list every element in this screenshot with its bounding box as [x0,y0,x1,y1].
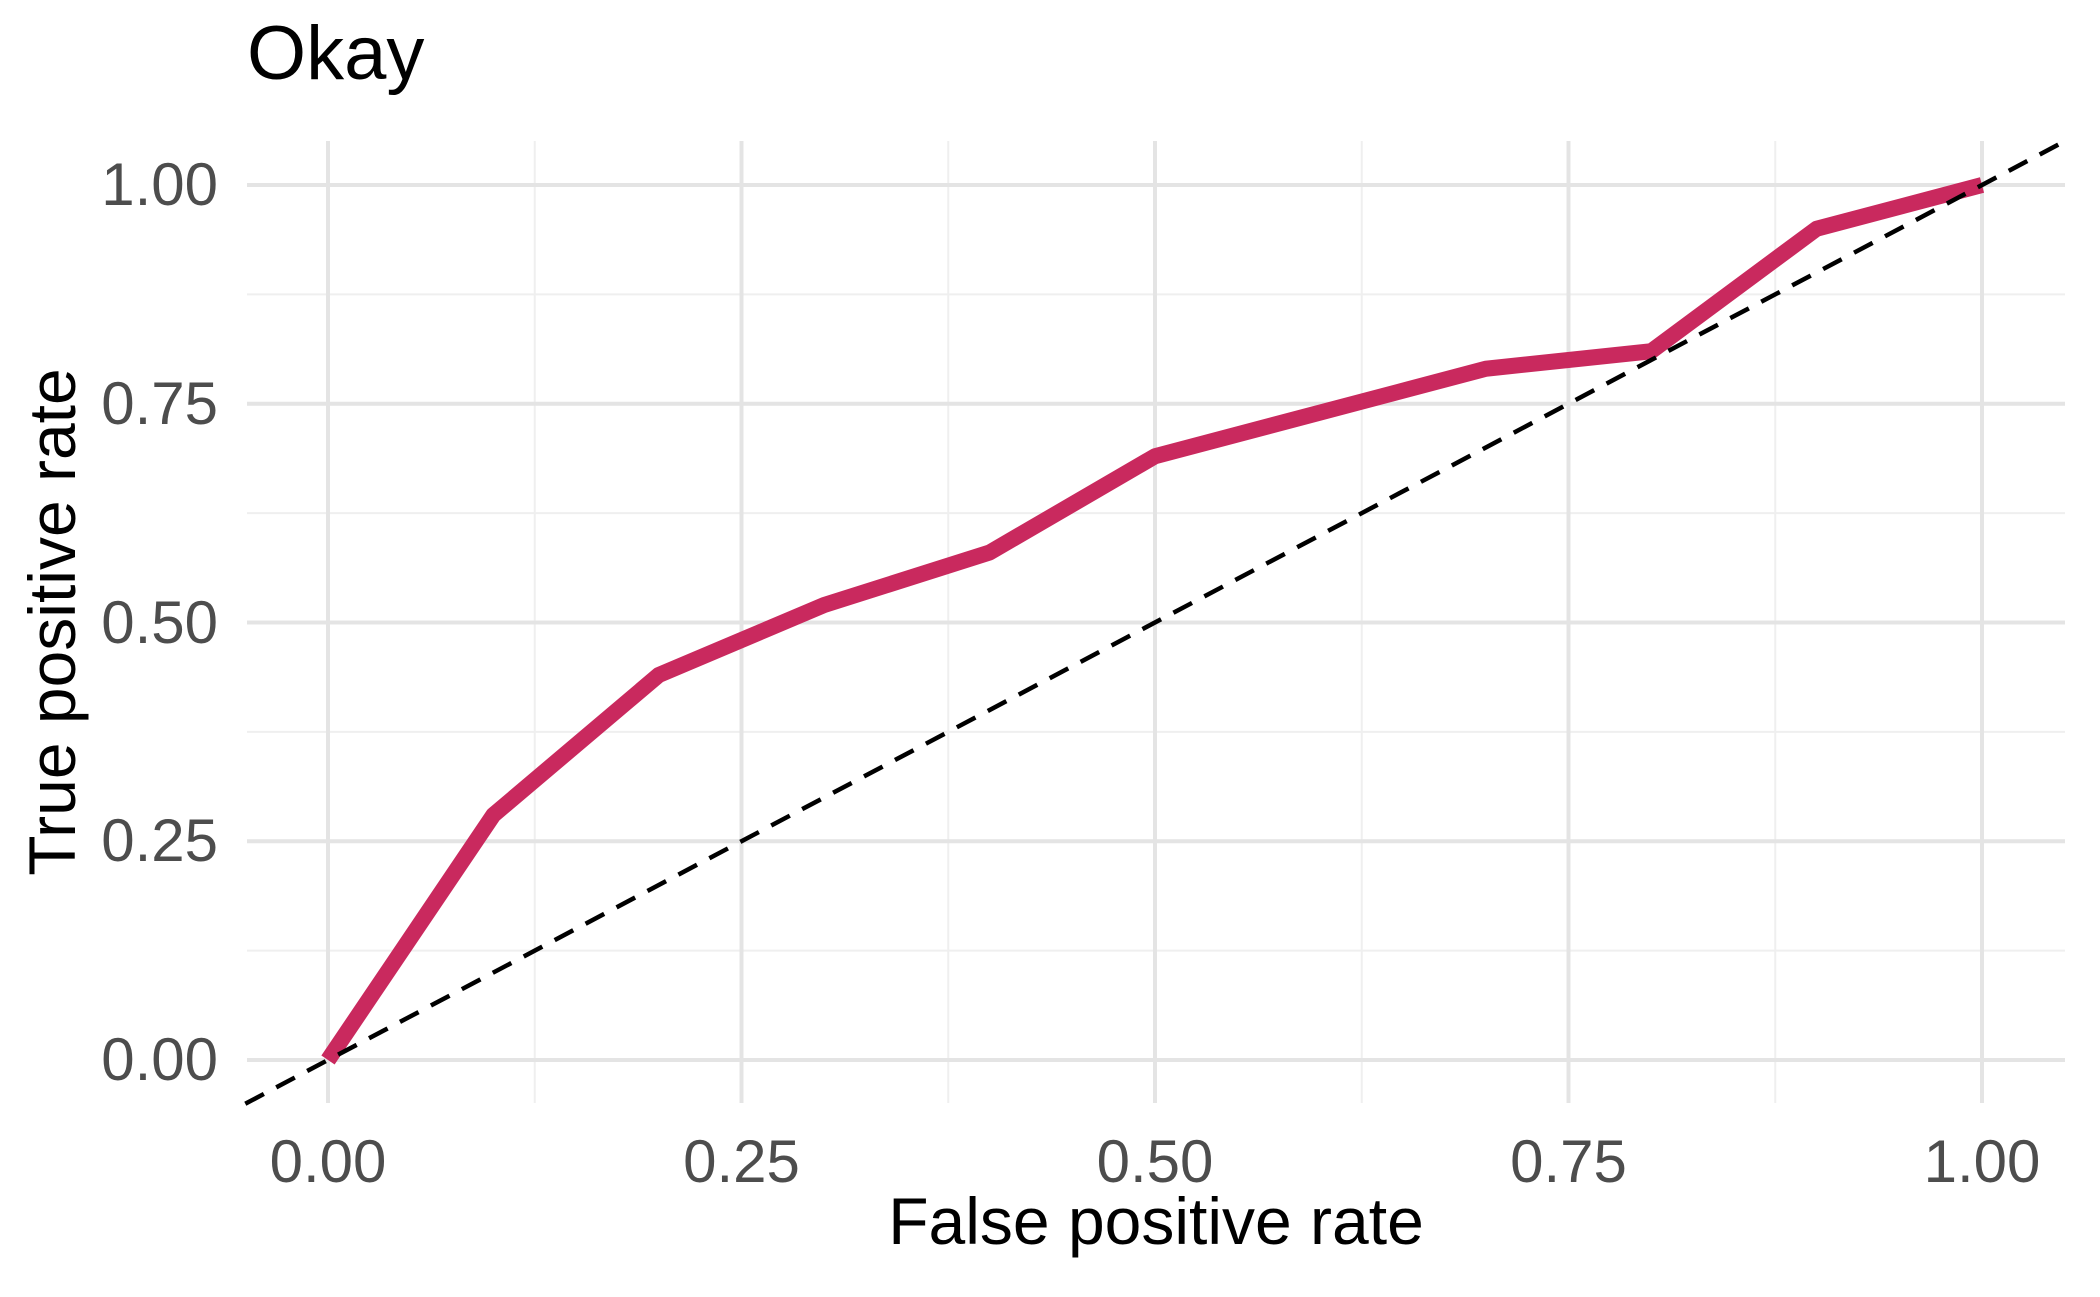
x-tick-label: 0.00 [269,1128,387,1195]
y-tick-label: 0.25 [101,807,218,875]
y-axis-title: True positive rate [15,368,89,876]
x-tick-label: 0.75 [1510,1128,1627,1195]
y-tick-label: 0.75 [101,369,218,437]
x-tick-label: 1.00 [1923,1128,2041,1195]
plot-title: Okay [247,11,425,96]
y-tick-label: 0.50 [101,588,218,656]
roc-curve-line [321,177,1985,1065]
y-tick-label: 1.00 [101,151,218,218]
x-tick-label: 0.50 [1096,1128,1214,1195]
chance-diagonal-line [244,139,2066,1106]
x-tick-label: 0.25 [683,1128,800,1195]
y-tick-label: 0.00 [101,1026,218,1093]
x-axis-title: False positive rate [888,1184,1424,1258]
